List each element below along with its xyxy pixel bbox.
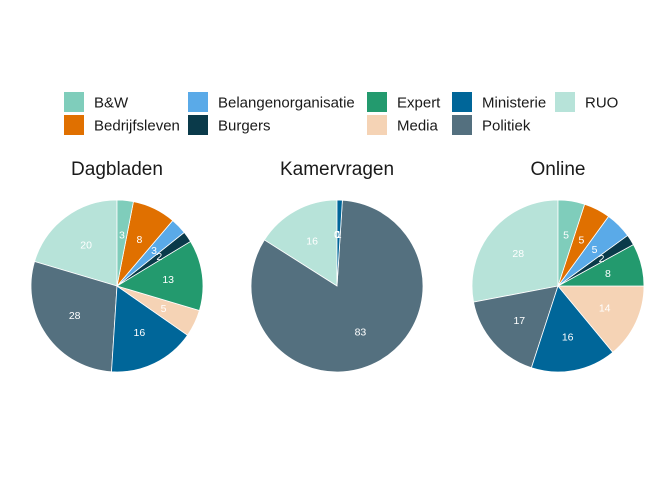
- legend-label-belangenorganisatie: Belangenorganisatie: [218, 95, 355, 112]
- slice-label-ruo: 16: [306, 235, 318, 247]
- legend-key-politiek: [452, 115, 472, 135]
- pie-slice-ministerie: [530, 285, 614, 373]
- pie-slice-media: [557, 285, 645, 353]
- slice-label-bedrijfsleven: 5: [579, 235, 585, 247]
- slice-label-bedrijfsleven: 8: [136, 234, 142, 246]
- legend-label-ruo: RUO: [585, 95, 618, 112]
- slice-label-belangenorganisatie: 5: [592, 244, 598, 256]
- pie-slice-b-w: [116, 199, 134, 287]
- legend-key-media: [367, 115, 387, 135]
- legend-item-burgers: Burgers: [188, 115, 271, 135]
- pie-slice-politiek: [30, 261, 118, 373]
- legend-item-ministerie: Ministerie: [452, 92, 546, 112]
- legend-label-burgers: Burgers: [218, 118, 271, 135]
- legend-item-expert: Expert: [367, 92, 441, 112]
- legend-label-b-w: B&W: [94, 95, 129, 112]
- slice-label-ruo: 28: [512, 248, 524, 260]
- legend-item-b-w: B&W: [64, 92, 129, 112]
- slice-label-expert: 8: [605, 268, 611, 280]
- slice-label-media: 0: [334, 229, 340, 241]
- legend-key-ruo: [555, 92, 575, 112]
- chart-panels: Dagbladen2028165132383Kamervragen1683100…: [30, 159, 645, 373]
- legend: B&W Bedrijfsleven Belangenorganisatie Burge…: [64, 92, 618, 135]
- slice-label-media: 14: [599, 303, 611, 315]
- pie-slice-politiek: [473, 285, 559, 369]
- legend-key-belangenorganisatie: [188, 92, 208, 112]
- legend-label-bedrijfsleven: Bedrijfsleven: [94, 118, 180, 135]
- pie-slice-b-w: [557, 199, 586, 287]
- pie-slice-ruo: [34, 199, 118, 287]
- slice-label-belangenorganisatie: 3: [151, 245, 157, 257]
- legend-item-ruo: RUO: [555, 92, 618, 112]
- legend-label-ministerie: Ministerie: [482, 95, 546, 112]
- panel-title: Online: [531, 159, 586, 180]
- legend-key-bedrijfsleven: [64, 115, 84, 135]
- legend-key-burgers: [188, 115, 208, 135]
- slice-label-burgers: 2: [599, 253, 605, 265]
- slice-label-bedrijfsleven: 0: [334, 229, 340, 241]
- legend-item-belangenorganisatie: Belangenorganisatie: [188, 92, 355, 112]
- slice-label-ministerie: 1: [336, 229, 342, 241]
- slice-label-ministerie: 16: [562, 331, 574, 343]
- pie-slice-ministerie: [111, 285, 189, 373]
- slice-label-politiek: 28: [69, 310, 81, 322]
- slice-label-burgers: 2: [156, 251, 162, 263]
- slice-label-burgers: 0: [334, 229, 340, 241]
- pie-slice-ministerie: [336, 199, 343, 287]
- legend-item-media: Media: [367, 115, 439, 135]
- legend-label-expert: Expert: [397, 95, 441, 112]
- slice-label-ministerie: 16: [134, 327, 146, 339]
- slice-label-politiek: 83: [355, 327, 367, 339]
- slice-label-ruo: 20: [80, 239, 92, 251]
- panel-title: Dagbladen: [71, 159, 163, 180]
- slice-label-expert: 13: [162, 274, 174, 286]
- legend-item-politiek: Politiek: [452, 115, 531, 135]
- slice-label-b-w: 0: [334, 229, 340, 241]
- pie-slice-politiek: [250, 199, 424, 373]
- panel-title: Kamervragen: [280, 159, 394, 180]
- slice-label-b-w: 3: [119, 229, 125, 241]
- legend-key-ministerie: [452, 92, 472, 112]
- pie-slice-expert: [116, 240, 204, 311]
- legend-item-bedrijfsleven: Bedrijfsleven: [64, 115, 180, 135]
- legend-label-media: Media: [397, 118, 439, 135]
- pie-slice-ruo: [471, 199, 559, 303]
- legend-key-expert: [367, 92, 387, 112]
- pie-slice-ruo: [263, 199, 338, 287]
- slice-label-belangenorganisatie: 0: [334, 229, 340, 241]
- slice-label-media: 5: [161, 303, 167, 315]
- legend-label-politiek: Politiek: [482, 118, 531, 135]
- legend-key-b-w: [64, 92, 84, 112]
- slice-label-b-w: 5: [563, 230, 569, 242]
- slice-label-expert: 0: [334, 229, 340, 241]
- slice-label-politiek: 17: [513, 315, 525, 327]
